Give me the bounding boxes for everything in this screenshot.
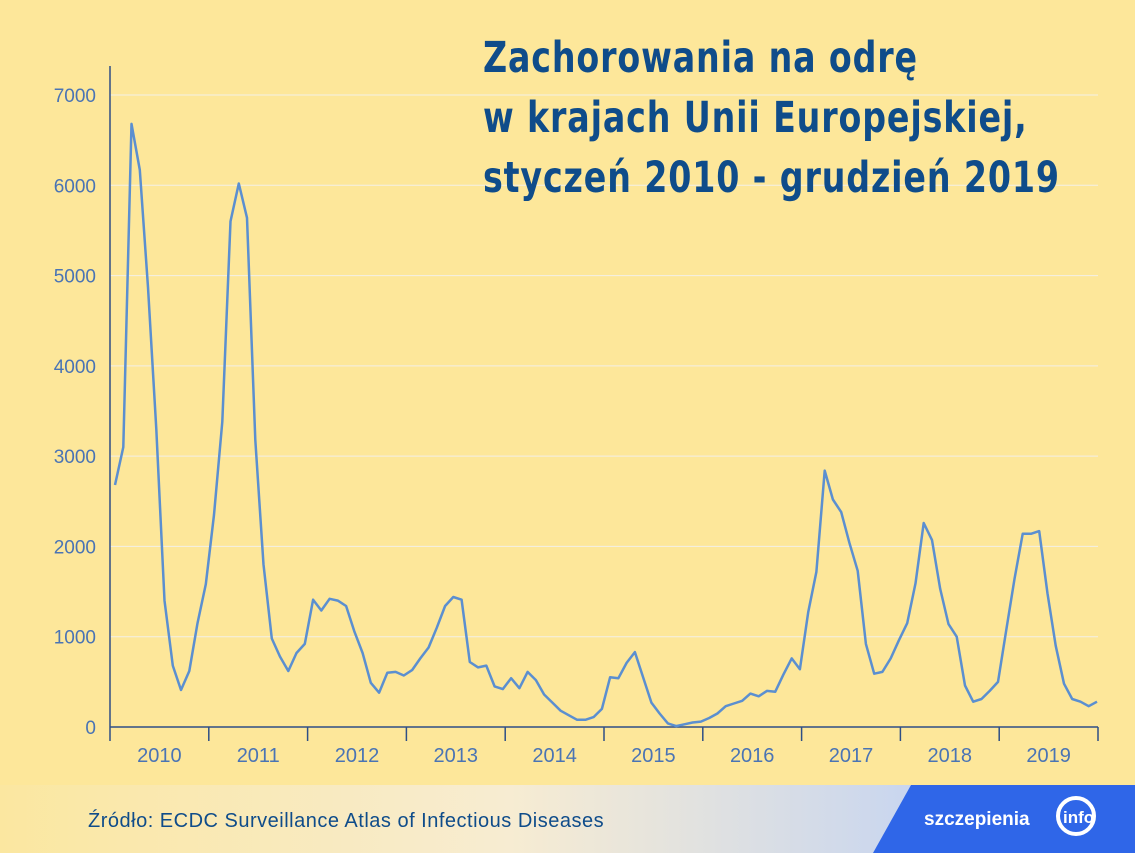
title-line-2: w krajach Unii Europejskiej, <box>483 93 1028 143</box>
x-tick-label: 2014 <box>532 745 577 767</box>
y-tick-label: 3000 <box>54 447 96 468</box>
y-tick-label: 5000 <box>54 267 96 288</box>
y-tick-label: 4000 <box>54 357 96 378</box>
brand-logo-text: szczepienia <box>924 809 1030 830</box>
x-tick-label: 2019 <box>1026 745 1071 767</box>
x-tick-label: 2015 <box>631 745 676 767</box>
brand-logo-sub: info <box>1063 808 1095 827</box>
x-tick-label: 2016 <box>730 745 775 767</box>
series-line <box>113 122 1098 728</box>
title-line-3: styczeń 2010 - grudzień 2019 <box>483 153 1060 203</box>
x-tick-label: 2011 <box>237 745 280 767</box>
brand-circle-icon <box>1056 796 1096 836</box>
line-chart: 0 1000 2000 3000 4000 5000 6000 7000 2010 2011 201… <box>54 66 1099 767</box>
y-tick-label: 2000 <box>54 537 96 558</box>
y-tick-label: 1000 <box>54 628 96 649</box>
y-tick-label: 6000 <box>54 176 96 197</box>
x-tick-label: 2013 <box>434 745 479 767</box>
title-line-1: Zachorowania na odrę <box>483 33 918 83</box>
x-tick-label: 2017 <box>829 745 874 767</box>
source-note: Źródło: ECDC Surveillance Atlas of Infec… <box>88 810 605 832</box>
x-tick-label: 2018 <box>928 745 973 767</box>
chart-title: Zachorowania na odrę w krajach Unii Euro… <box>483 28 1060 208</box>
x-tick-label: 2012 <box>335 745 380 767</box>
x-tick-label: 2010 <box>137 745 182 767</box>
y-tick-label: 7000 <box>54 86 96 107</box>
y-tick-label: 0 <box>85 718 96 739</box>
